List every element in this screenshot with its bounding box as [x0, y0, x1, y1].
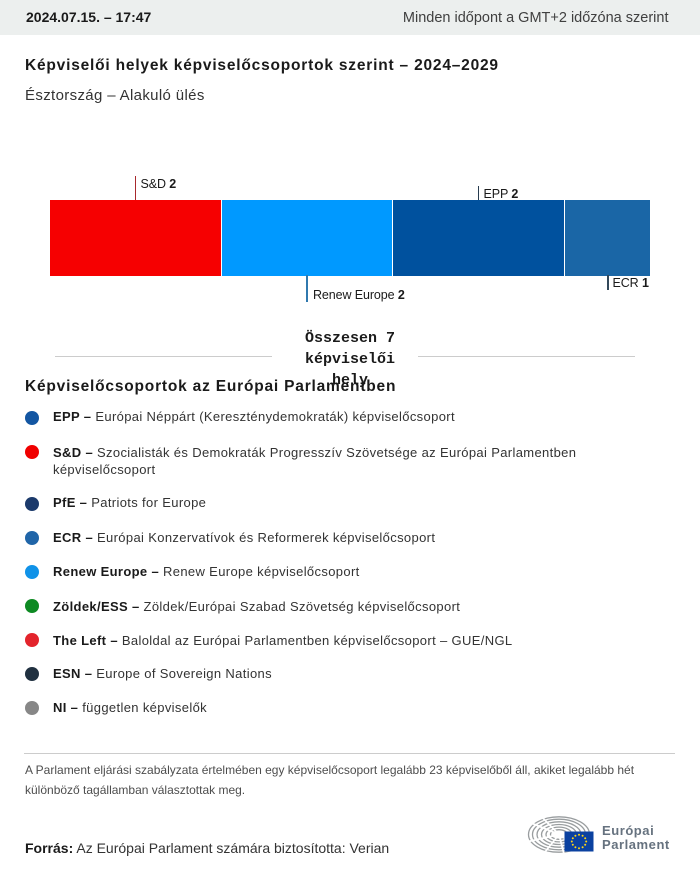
svg-text:Európai: Európai — [602, 823, 654, 838]
svg-text:Parlament: Parlament — [602, 837, 670, 852]
